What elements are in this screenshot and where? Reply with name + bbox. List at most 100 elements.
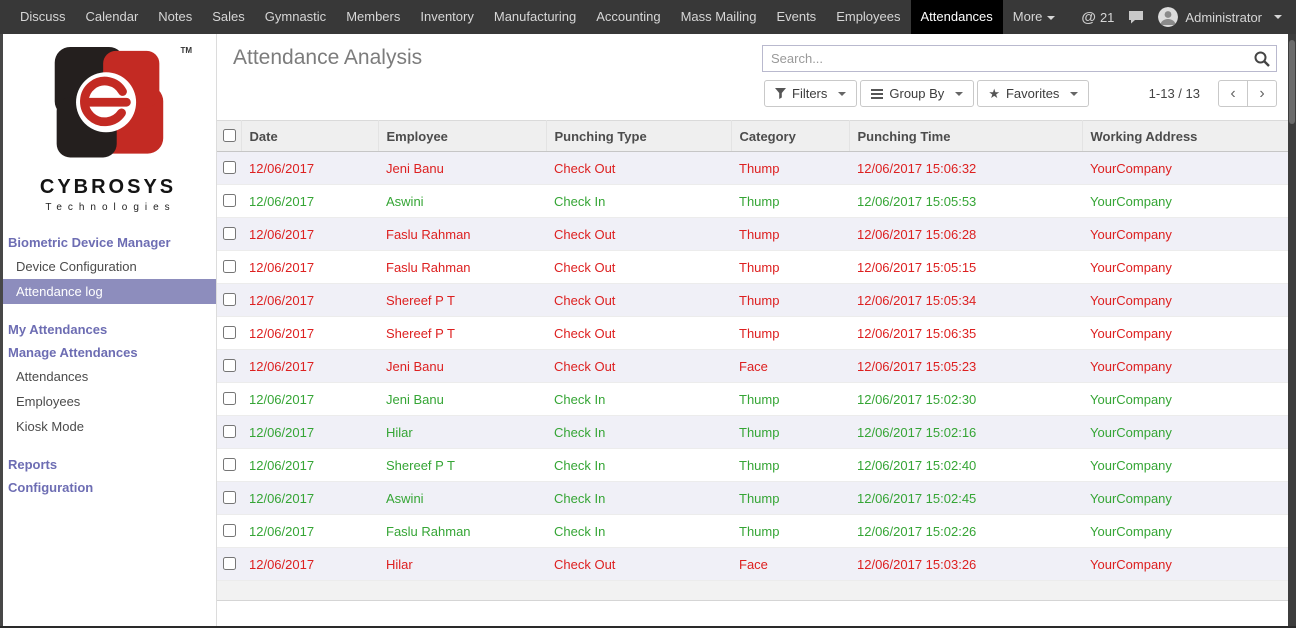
nav-item-more[interactable]: More [1003,0,1066,34]
column-header-date[interactable]: Date [241,120,379,152]
pager-next-button[interactable]: › [1247,80,1277,107]
group-by-button[interactable]: Group By [860,80,975,107]
cell-category: Thump [731,217,849,251]
nav-item-attendances[interactable]: Attendances [910,0,1003,34]
cell-punching-time: 12/06/2017 15:05:15 [849,250,1082,284]
scrollbar-thumb[interactable] [1289,40,1295,124]
table-row[interactable]: 12/06/2017 Faslu Rahman Check In Thump 12/06… [217,514,1288,548]
sidebar-heading-biometric-device-manager[interactable]: Biometric Device Manager [8,235,171,250]
vertical-scrollbar[interactable] [1288,34,1296,628]
row-checkbox[interactable] [223,557,236,570]
column-header-punching-type[interactable]: Punching Type [546,120,732,152]
sidebar-heading-reports[interactable]: Reports [8,457,58,472]
cell-employee: Jeni Banu [378,382,546,416]
cybrosys-logo: TM CYBROSYS Technologies [0,34,216,213]
user-name: Administrator [1185,9,1262,25]
table-row[interactable]: 12/06/2017 Hilar Check Out Face 12/06/2017 1… [217,547,1288,581]
table-row[interactable]: 12/06/2017 Shereef P T Check Out Thump 12/06… [217,316,1288,350]
row-checkbox[interactable] [223,194,236,207]
cell-punching-type: Check In [546,382,731,416]
row-checkbox[interactable] [223,491,236,504]
caret-down-icon [955,91,964,96]
nav-item-inventory[interactable]: Inventory [420,9,474,24]
search-icon[interactable] [1253,50,1271,73]
row-checkbox[interactable] [223,458,236,471]
nav-item-events[interactable]: Events [776,9,817,24]
table-row[interactable]: 12/06/2017 Jeni Banu Check Out Face 12/06/20… [217,349,1288,383]
row-checkbox[interactable] [223,260,236,273]
row-checkbox[interactable] [223,161,236,174]
cell-category: Thump [731,382,849,416]
cell-punching-time: 12/06/2017 15:05:34 [849,283,1082,317]
table-row[interactable]: 12/06/2017 Jeni Banu Check In Thump 12/06/20… [217,382,1288,416]
column-header-working-address[interactable]: Working Address [1082,120,1288,152]
row-checkbox[interactable] [223,392,236,405]
pager-previous-button[interactable]: ‹ [1218,80,1248,107]
row-checkbox[interactable] [223,359,236,372]
favorites-button[interactable]: ★ Favorites [977,80,1090,107]
nav-item-calendar[interactable]: Calendar [85,9,139,24]
messages-menu[interactable] [1128,10,1144,24]
filters-button[interactable]: Filters [764,80,858,107]
control-panel: Attendance Analysis Filters [217,34,1288,120]
sidebar-heading-my-attendances[interactable]: My Attendances [8,322,108,337]
cell-punching-time: 12/06/2017 15:03:26 [849,547,1082,581]
nav-item-members[interactable]: Members [346,9,401,24]
select-all-checkbox[interactable] [223,129,236,142]
row-checkbox[interactable] [223,524,236,537]
favorites-label: Favorites [1005,86,1060,101]
cell-date: 12/06/2017 [241,382,378,416]
table-row[interactable]: 12/06/2017 Faslu Rahman Check Out Thump 12/0… [217,217,1288,251]
row-checkbox[interactable] [223,293,236,306]
table-row[interactable]: 12/06/2017 Hilar Check In Thump 12/06/2017 1… [217,415,1288,449]
row-checkbox[interactable] [223,425,236,438]
table-row[interactable]: 12/06/2017 Shereef P T Check In Thump 12/06/… [217,448,1288,482]
pager-buttons: ‹ › [1218,80,1277,107]
column-header-category[interactable]: Category [731,120,850,152]
nav-item-gymnastic[interactable]: Gymnastic [264,9,327,24]
cell-working-address: YourCompany [1082,382,1288,416]
nav-item-manufacturing[interactable]: Manufacturing [493,9,577,24]
activity-menu[interactable]: @ 21 [1081,9,1114,26]
cell-punching-type: Check In [546,184,731,218]
cell-punching-type: Check Out [546,349,731,383]
sidebar-item-attendance-log[interactable]: Attendance log [0,279,216,304]
table-row[interactable]: 12/06/2017 Aswini Check In Thump 12/06/2017 … [217,481,1288,515]
cell-punching-time: 12/06/2017 15:02:30 [849,382,1082,416]
sidebar-item-attendances[interactable]: Attendances [16,369,89,384]
cell-punching-type: Check In [546,448,731,482]
cell-working-address: YourCompany [1082,481,1288,515]
nav-item-sales[interactable]: Sales [212,9,245,24]
sidebar-menu: Biometric Device Manager Device Configura… [0,231,216,499]
nav-item-employees[interactable]: Employees [836,9,901,24]
nav-item-discuss[interactable]: Discuss [20,9,66,24]
nav-item-mass-mailing[interactable]: Mass Mailing [680,9,757,24]
row-checkbox[interactable] [223,326,236,339]
table-row[interactable]: 12/06/2017 Faslu Rahman Check Out Thump 12/0… [217,250,1288,284]
cell-punching-time: 12/06/2017 15:02:40 [849,448,1082,482]
row-checkbox-cell [217,349,241,383]
cell-date: 12/06/2017 [241,283,378,317]
cell-category: Thump [731,481,849,515]
cell-date: 12/06/2017 [241,514,378,548]
sidebar-item-kiosk-mode[interactable]: Kiosk Mode [16,419,84,434]
user-menu[interactable]: Administrator [1158,7,1282,27]
cell-working-address: YourCompany [1082,514,1288,548]
search-options: Filters Group By ★ Favorites [764,80,1090,107]
column-header-employee[interactable]: Employee [378,120,547,152]
sidebar-item-device-configuration[interactable]: Device Configuration [16,259,137,274]
row-checkbox-cell [217,250,241,284]
search-input[interactable] [763,46,1276,71]
row-checkbox[interactable] [223,227,236,240]
table-row[interactable]: 12/06/2017 Shereef P T Check Out Thump 12/06… [217,283,1288,317]
nav-item-accounting[interactable]: Accounting [596,9,661,24]
page-title: Attendance Analysis [233,46,423,69]
table-row[interactable]: 12/06/2017 Jeni Banu Check Out Thump 12/06/2… [217,151,1288,185]
sidebar-heading-manage-attendances[interactable]: Manage Attendances [8,345,138,360]
sidebar-item-employees[interactable]: Employees [16,394,81,409]
column-header-punching-time[interactable]: Punching Time [849,120,1083,152]
sidebar-heading-configuration[interactable]: Configuration [8,480,94,495]
nav-item-notes[interactable]: Notes [158,9,193,24]
cell-employee: Aswini [378,481,546,515]
table-row[interactable]: 12/06/2017 Aswini Check In Thump 12/06/2017 … [217,184,1288,218]
